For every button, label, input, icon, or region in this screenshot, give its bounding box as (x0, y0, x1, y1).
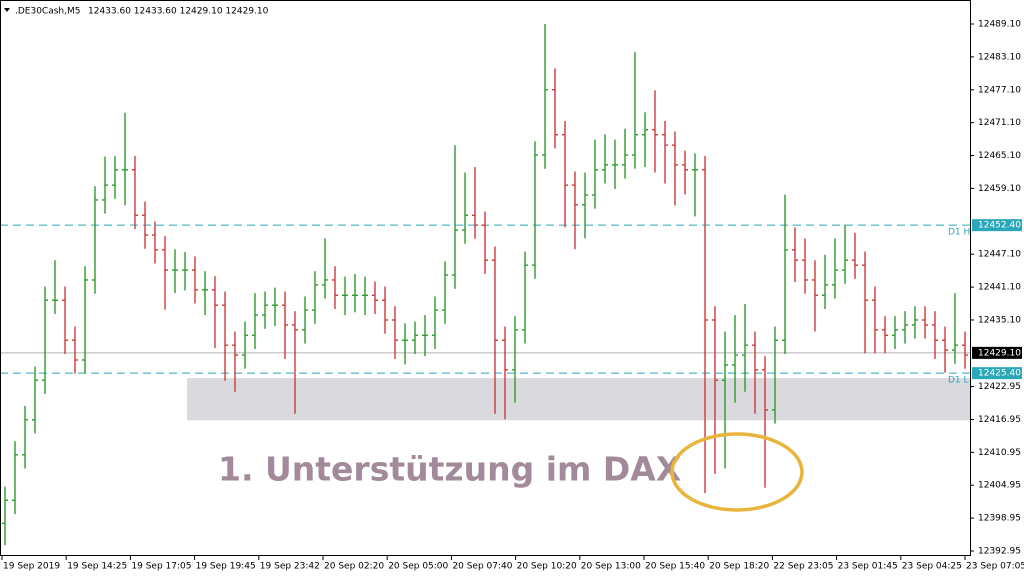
x-tick-label: 20 Sep 13:00 (581, 562, 641, 572)
level-name: D1 L (948, 376, 969, 386)
level-price: 12452.40 (978, 221, 1021, 231)
x-tick-label: 23 Sep 07:05 (966, 562, 1024, 572)
quote: 12433.60 12433.60 12429.10 12429.10 (88, 7, 269, 17)
symbol: .DE30Cash,M5 (15, 7, 80, 17)
annotation: 1. Unterstützung im DAX (218, 450, 681, 489)
y-tick-label: 12422.95 (978, 382, 1021, 392)
level-price-box (972, 367, 1022, 380)
x-tick-label: 19 Sep 19:45 (196, 562, 256, 572)
level-price: 12425.40 (978, 369, 1021, 379)
x-tick-label: 23 Sep 04:25 (902, 562, 962, 572)
y-tick-label: 12489.10 (978, 20, 1021, 30)
x-tick-label: 20 Sep 10:20 (517, 562, 577, 572)
x-tick-label: 19 Sep 14:25 (67, 562, 127, 572)
x-tick-label: 19 Sep 2019 (3, 562, 60, 572)
y-tick-label: 12447.10 (978, 250, 1021, 260)
level-name: D1 H (948, 228, 970, 238)
y-tick-label: 12410.95 (978, 448, 1021, 458)
y-tick-label: 12392.95 (978, 547, 1021, 557)
support-zone (187, 378, 970, 421)
x-tick-label: 20 Sep 05:00 (388, 562, 448, 572)
plot-frame (0, 0, 971, 556)
y-tick-label: 12404.95 (978, 481, 1021, 491)
x-tick-label: 20 Sep 18:20 (709, 562, 769, 572)
y-tick-label: 12441.10 (978, 283, 1021, 293)
x-tick-label: 19 Sep 17:05 (131, 562, 191, 572)
y-tick-label: 12398.95 (978, 514, 1021, 524)
y-tick-label: 12483.10 (978, 52, 1021, 62)
y-tick-label: 12459.10 (978, 184, 1021, 194)
y-tick-label: 12471.10 (978, 118, 1021, 128)
current-price-box (972, 346, 1022, 359)
x-tick-label: 19 Sep 23:42 (260, 562, 320, 572)
over-layer: 12489.10 12483.10 12477.10 12471.10 12465.10… (1, 20, 1024, 572)
y-tick-label: 12435.10 (978, 315, 1021, 325)
x-tick-label: 22 Sep 23:05 (773, 562, 833, 572)
highlight-ellipse (670, 432, 804, 512)
y-tick-label: 12416.95 (978, 415, 1021, 425)
under-layer (0, 224, 970, 421)
x-tick-label: 20 Sep 15:40 (645, 562, 705, 572)
menu-arrow[interactable] (4, 8, 10, 12)
current-price: 12429.10 (978, 348, 1021, 358)
level-price-box (972, 219, 1022, 232)
y-tick-label: 12477.10 (978, 85, 1021, 95)
x-tick-label: 20 Sep 02:20 (324, 562, 384, 572)
x-tick-label: 23 Sep 01:45 (838, 562, 898, 572)
y-tick-label: 12465.10 (978, 151, 1021, 161)
x-tick-label: 20 Sep 07:40 (452, 562, 512, 572)
